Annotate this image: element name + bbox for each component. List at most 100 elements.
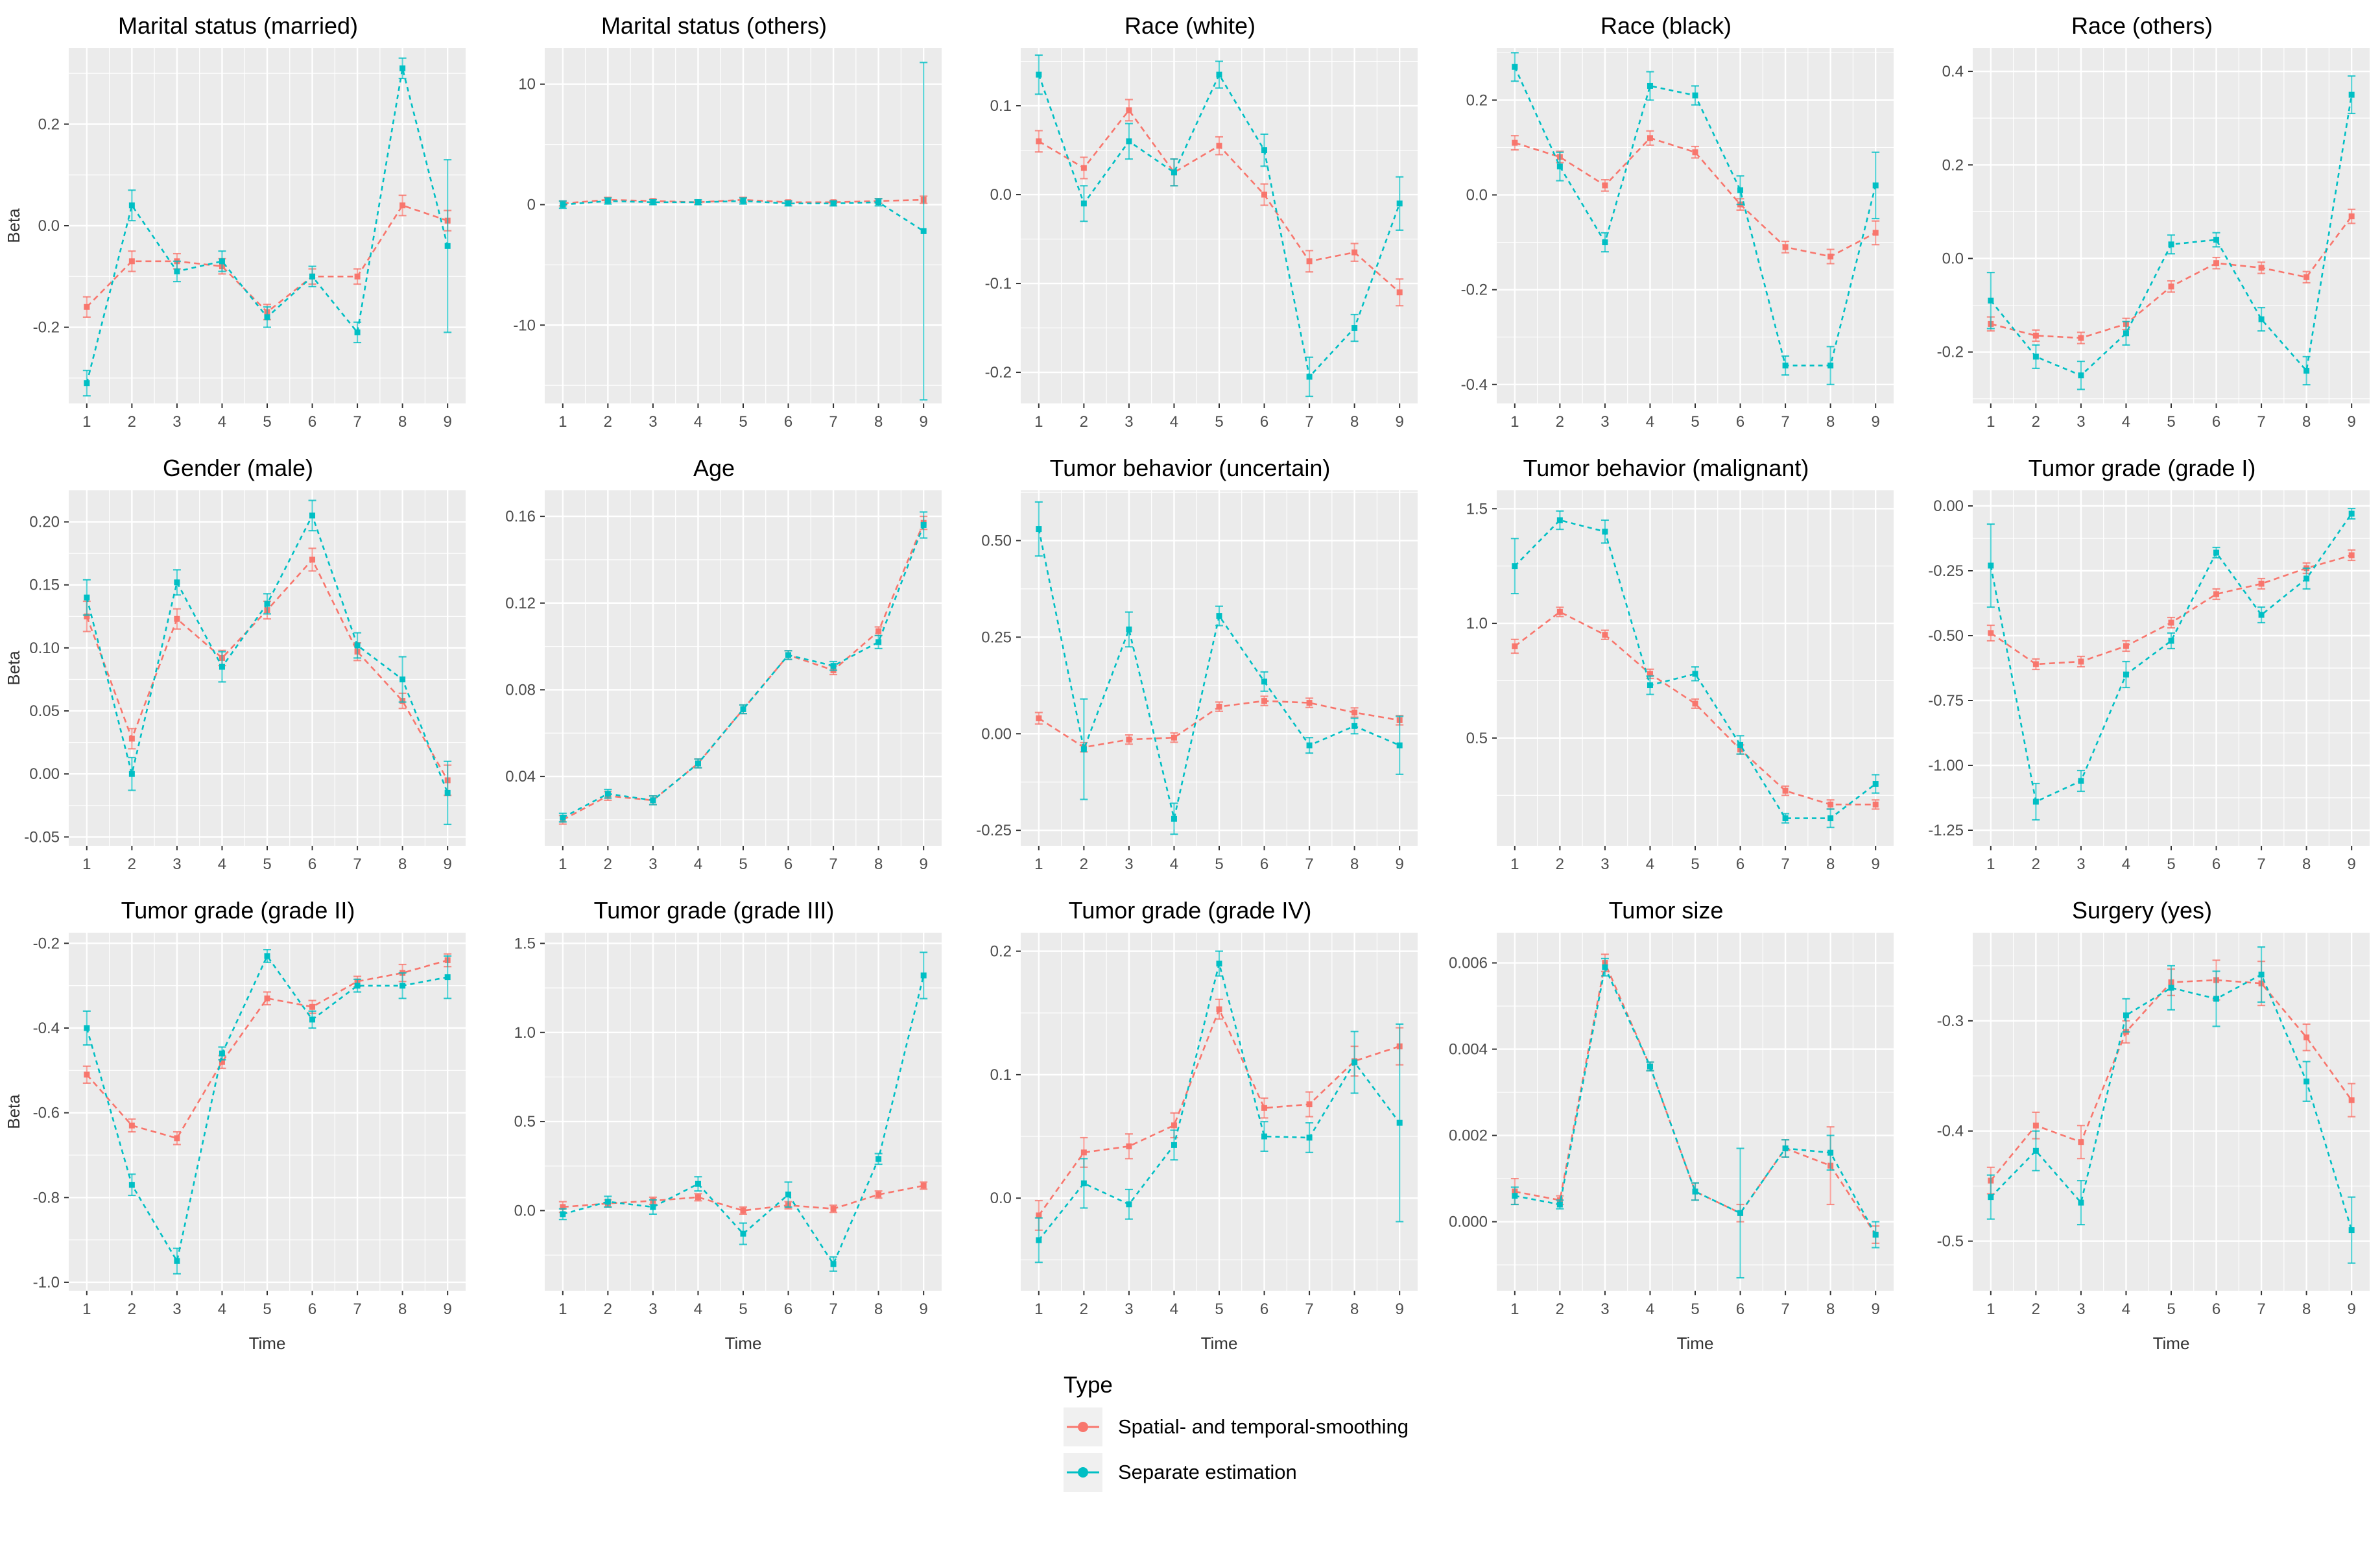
svg-text:0.15: 0.15 [29,577,60,594]
svg-text:7: 7 [2257,1300,2265,1318]
panel-tumor-grade-4: Tumor grade (grade IV) 1 2 3 4 5 6 7 8 9 0.2 0.1 0.0… [952,887,1428,1363]
svg-text:4: 4 [218,1300,226,1318]
series-separate [1510,52,1880,385]
svg-text:1: 1 [558,856,567,873]
svg-text:6: 6 [784,856,792,873]
series-separate [1510,957,1880,1279]
svg-text:8: 8 [1826,1300,1835,1318]
svg-text:4: 4 [1170,413,1178,431]
svg-text:7: 7 [353,413,361,431]
plot-tumor-grade-4: 1 2 3 4 5 6 7 8 9 0.2 0.1 0.0 Time [990,933,1418,1353]
legend-item-smoothing: Spatial- and temporal-smoothing [1064,1407,1409,1446]
svg-text:7: 7 [2257,856,2265,873]
svg-text:5: 5 [1215,856,1223,873]
svg-text:6: 6 [1260,856,1268,873]
legend: Type Spatial- and temporal-smoothing Sep… [1064,1372,1409,1492]
svg-text:2: 2 [1556,413,1564,431]
svg-text:3: 3 [649,1300,657,1318]
x-axis-label: Time [2153,1334,2190,1353]
panel-race-white: Race (white) 1 2 3 4 5 6 7 8 9 0.1 0.0 -0.1 -0.2 [952,3,1428,445]
svg-text:0.20: 0.20 [29,514,60,531]
svg-text:-0.8: -0.8 [33,1189,60,1206]
svg-text:-0.25: -0.25 [976,822,1012,839]
svg-text:2: 2 [128,856,136,873]
plot-gender-male: 1 2 3 4 5 6 7 8 9 0.20 0.15 0.10 0.05 0.00 -0.05 Beta [4,490,466,873]
svg-text:3: 3 [173,1300,181,1318]
svg-text:-0.2: -0.2 [1461,281,1488,299]
svg-text:0.1: 0.1 [990,1066,1012,1084]
svg-text:1: 1 [1034,1300,1043,1318]
legend-item-separate: Separate estimation [1064,1453,1409,1492]
svg-text:6: 6 [2212,856,2220,873]
svg-text:4: 4 [1170,1300,1178,1318]
svg-text:4: 4 [2122,1300,2130,1318]
svg-text:0.002: 0.002 [1449,1127,1488,1145]
svg-text:5: 5 [1691,856,1699,873]
panel-title: Race (white) [1124,12,1256,39]
svg-text:6: 6 [784,1300,792,1318]
svg-text:9: 9 [2348,1300,2356,1318]
svg-text:0.0: 0.0 [1942,250,1964,267]
series-separate [1510,510,1880,828]
panel-tumor-behavior-uncertain: Tumor behavior (uncertain) 1 2 3 4 5 6 7 8 9 0.50 0… [952,445,1428,887]
svg-text:9: 9 [2348,856,2356,873]
svg-text:7: 7 [829,856,837,873]
svg-text:2: 2 [1080,413,1088,431]
svg-text:-0.2: -0.2 [1937,344,1964,361]
svg-text:-0.2: -0.2 [33,319,60,337]
separate-line-marker-icon [1064,1453,1102,1492]
svg-text:5: 5 [1215,413,1223,431]
svg-text:6: 6 [308,856,316,873]
svg-text:1.5: 1.5 [1466,500,1488,518]
svg-text:7: 7 [1781,856,1789,873]
svg-text:0.0: 0.0 [38,217,60,235]
panel-title: Marital status (others) [601,12,827,39]
svg-text:7: 7 [2257,413,2265,431]
svg-text:8: 8 [1350,856,1359,873]
svg-text:0: 0 [527,196,536,213]
panel-tumor-grade-2: Tumor grade (grade II) 1 2 3 4 5 6 7 8 9 -0.2 -0.4 -… [0,887,476,1363]
svg-text:9: 9 [444,413,452,431]
svg-text:-0.6: -0.6 [33,1105,60,1122]
svg-text:8: 8 [1350,413,1359,431]
svg-text:2: 2 [1080,856,1088,873]
panel-marital-others: Marital status (others) 1 2 3 4 5 6 7 8 9 10 0 -10 [476,3,952,445]
svg-text:7: 7 [1305,856,1313,873]
svg-text:7: 7 [1305,413,1313,431]
series-separate [82,57,452,397]
plot-marital-married: 1 2 3 4 5 6 7 8 9 0.2 0.0 -0.2 Beta [4,48,466,431]
svg-text:-0.2: -0.2 [33,935,60,952]
svg-text:5: 5 [263,856,271,873]
series-separate [82,949,452,1275]
plot-tumor-behavior-malignant: 1 2 3 4 5 6 7 8 9 1.5 1.0 0.5 [1466,490,1894,873]
svg-text:2: 2 [2032,856,2040,873]
svg-text:8: 8 [874,856,883,873]
svg-text:0.5: 0.5 [514,1113,536,1131]
axes: 1 2 3 4 5 6 7 8 9 -0.3 -0.4 -0.5 [1937,1012,2356,1318]
svg-text:1: 1 [558,413,567,431]
panel-title: Gender (male) [162,455,314,481]
y-axis-label: Beta [4,208,23,243]
svg-text:4: 4 [218,413,226,431]
svg-text:2: 2 [2032,413,2040,431]
plot-race-black: 1 2 3 4 5 6 7 8 9 0.2 0.0 -0.2 -0.4 [1461,48,1894,431]
svg-text:4: 4 [2122,856,2130,873]
svg-text:0.004: 0.004 [1449,1041,1488,1059]
series-smoothing [1510,130,1880,265]
svg-text:0.00: 0.00 [981,725,1012,743]
svg-text:9: 9 [1872,856,1880,873]
svg-text:7: 7 [829,413,837,431]
legend-label-separate: Separate estimation [1118,1461,1297,1483]
series-separate [1034,501,1404,835]
x-axis-label: Time [725,1334,762,1353]
axes: 1 2 3 4 5 6 7 8 9 0.20 0.15 0.10 0.05 0.00 -0.05 [24,514,452,873]
svg-text:0.006: 0.006 [1449,955,1488,972]
svg-text:-1.00: -1.00 [1928,757,1964,774]
svg-text:7: 7 [1781,1300,1789,1318]
svg-text:0.1: 0.1 [990,97,1012,115]
svg-text:9: 9 [1396,856,1404,873]
axes: 1 2 3 4 5 6 7 8 9 0.00 -0.25 -0.50 -0.75 -1.00 -1.25 [1928,497,2356,873]
panel-title: Marital status (married) [117,12,359,39]
gridlines [1021,490,1418,846]
svg-text:0.00: 0.00 [1933,497,1964,515]
